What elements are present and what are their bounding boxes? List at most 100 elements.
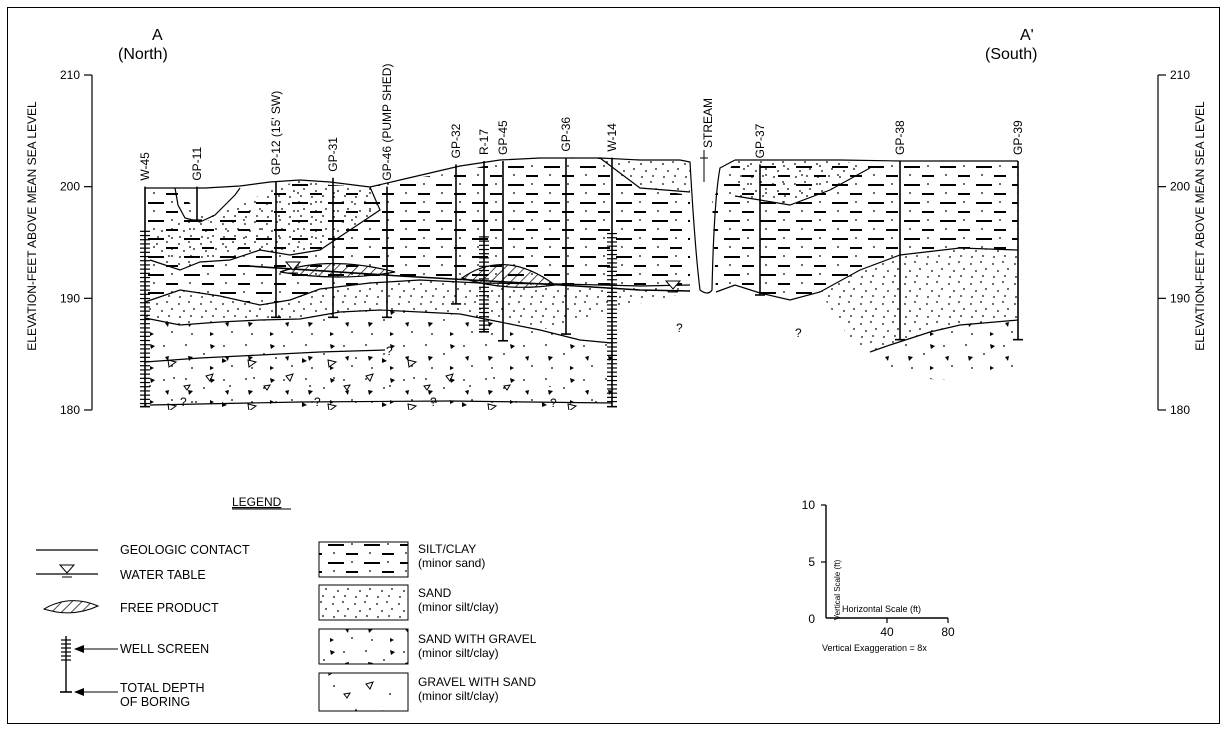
contact-sand-gravel-north xyxy=(144,309,613,344)
unit-sand-north xyxy=(145,280,690,330)
boring-label-gp-38: GP-38 xyxy=(893,120,907,155)
borings-layer: W-45 GP-11 GP-12 (15' SW) GP-31 GP-46 (PUMP … xyxy=(138,64,1025,408)
legend-box-silt-clay xyxy=(318,541,409,578)
contact-base-north xyxy=(149,400,613,406)
boring-gp-46: GP-46 (PUMP SHED) xyxy=(380,64,394,319)
scale-exaggeration: Vertical Exaggeration = 8x xyxy=(822,643,927,653)
legend-symbol-labels: GEOLOGIC CONTACT WATER TABLE FREE PRODUC… xyxy=(120,543,250,709)
unknown-marker: ? xyxy=(386,344,393,358)
boring-label-gp-46: GP-46 (PUMP SHED) xyxy=(380,64,394,181)
legend-box-gravel-sand xyxy=(318,672,409,712)
unknown-marker: ? xyxy=(795,326,802,340)
legend-sand-note: (minor silt/clay) xyxy=(418,600,499,614)
boring-label-gp-36: GP-36 xyxy=(559,117,573,152)
legend: LEGEND GEOLOGIC CONTACT xyxy=(36,495,537,712)
contact-south-silt-sand xyxy=(715,247,1019,301)
legend-gravel-sand-note: (minor silt/clay) xyxy=(418,689,499,703)
left-axis-title: ELEVATION-FEET ABOVE MEAN SEA LEVEL xyxy=(25,101,39,351)
left-axis-tick-label: 210 xyxy=(60,68,80,82)
boring-gp-12: GP-12 (15' SW) xyxy=(269,91,283,319)
legend-label-of-boring: OF BORING xyxy=(120,695,190,709)
water-table-line xyxy=(247,265,691,292)
geologic-contacts xyxy=(144,157,1019,406)
legend-label-well-screen: WELL SCREEN xyxy=(120,642,209,656)
section-end-a-letter: A xyxy=(152,27,163,44)
left-axis-tick-label: 190 xyxy=(60,291,80,305)
scale-bar: 10 5 0 40 80 Vertical Scale (ft) Horizon… xyxy=(802,498,955,653)
scale-h-tick-40: 40 xyxy=(880,625,894,639)
legend-arrow-screen xyxy=(74,645,118,653)
boring-w-45: W-45 xyxy=(138,152,152,408)
legend-sand-gravel-note: (minor silt/clay) xyxy=(418,646,499,660)
boring-label-gp-37: GP-37 xyxy=(753,123,767,158)
legend-sand-gravel-label: SAND WITH GRAVEL xyxy=(418,632,537,646)
legend-water-symbol xyxy=(36,564,98,578)
scale-v-tick-0: 0 xyxy=(808,612,815,626)
section-end-a-prime-letter: A' xyxy=(1020,27,1034,44)
contact-gravel-north xyxy=(144,349,386,363)
boring-gp-32: GP-32 xyxy=(449,123,463,305)
boring-gp-31: GP-31 xyxy=(326,137,340,319)
boring-gp-38: GP-38 xyxy=(893,120,907,341)
legend-label-water-table: WATER TABLE xyxy=(120,568,206,582)
boring-w-14: W-14 xyxy=(605,123,619,408)
unit-gravel-with-sand-north xyxy=(145,350,612,410)
unit-sand-near-stream xyxy=(600,158,690,192)
legend-box-sand-gravel xyxy=(318,628,409,665)
boring-label-w-14: W-14 xyxy=(605,123,619,152)
section-end-a-prime-direction: (South) xyxy=(985,46,1037,63)
contact-silt-sand-north xyxy=(144,279,691,306)
legend-arrow-depth xyxy=(74,688,118,696)
right-axis-tick-label: 210 xyxy=(1170,68,1190,82)
boring-label-gp-31: GP-31 xyxy=(326,137,340,172)
unknown-marker: ? xyxy=(676,321,683,335)
boring-r-17: R-17 xyxy=(477,129,491,333)
gp11-pocket xyxy=(174,187,241,223)
boring-gp-45: GP-45 xyxy=(496,120,510,342)
boring-label-gp-45: GP-45 xyxy=(496,120,510,155)
ground-surface-north xyxy=(145,157,736,294)
legend-well-screen-symbol xyxy=(60,636,72,693)
legend-gravel-sand-label: GRAVEL WITH SAND xyxy=(418,675,536,689)
unit-sand-south xyxy=(820,248,1018,352)
scale-horizontal-label: Horizontal Scale (ft) xyxy=(842,604,921,614)
legend-silt-clay-label: SILT/CLAY xyxy=(418,542,476,556)
scale-v-tick-5: 5 xyxy=(808,555,815,569)
contact-south-sand-gravel xyxy=(869,319,1019,353)
boring-label-gp-12: GP-12 (15' SW) xyxy=(269,91,283,175)
legend-silt-clay-note: (minor sand) xyxy=(418,556,485,570)
unknown-marker: ? xyxy=(180,395,187,409)
section-end-a-direction: (North) xyxy=(118,46,168,63)
unknown-marker: ? xyxy=(550,396,557,410)
axes-layer: 210 200 190 180 210 200 190 180 xyxy=(60,68,1190,417)
legend-label-free-product: FREE PRODUCT xyxy=(120,601,219,615)
unknown-markers: ? ? ? ? ? ? ? xyxy=(180,321,802,410)
boring-gp-11: GP-11 xyxy=(190,147,204,221)
contact-south-upper xyxy=(734,167,871,206)
unit-sand-upper-gp31 xyxy=(150,180,380,270)
contact-upper-sand xyxy=(149,186,381,271)
scale-vertical-label: Vertical Scale (ft) xyxy=(833,559,842,620)
legend-title: LEGEND xyxy=(232,495,282,509)
unit-sand-with-gravel-south xyxy=(870,320,1018,380)
left-axis-tick-label: 180 xyxy=(60,403,80,417)
unknown-marker: ? xyxy=(314,395,321,409)
unknown-marker: ? xyxy=(430,395,437,409)
water-table-marker-gp12 xyxy=(284,261,302,274)
boring-gp-36: GP-36 xyxy=(559,117,573,335)
boring-label-r-17: R-17 xyxy=(477,129,491,155)
unit-sand-south-top xyxy=(735,160,870,205)
ground-surface-south xyxy=(735,159,1018,162)
left-axis-tick-label: 200 xyxy=(60,180,80,194)
water-table-markers xyxy=(284,261,682,293)
right-axis-title: ELEVATION-FEET ABOVE MEAN SEA LEVEL xyxy=(1193,101,1207,351)
figure-border xyxy=(7,7,1220,724)
boring-label-gp-39: GP-39 xyxy=(1011,120,1025,155)
legend-label-total-depth: TOTAL DEPTH xyxy=(120,681,205,695)
boring-label-gp-11: GP-11 xyxy=(190,147,204,181)
water-table-marker-stream xyxy=(664,280,682,293)
right-axis-tick-label: 190 xyxy=(1170,291,1190,305)
legend-box-sand xyxy=(318,584,409,621)
